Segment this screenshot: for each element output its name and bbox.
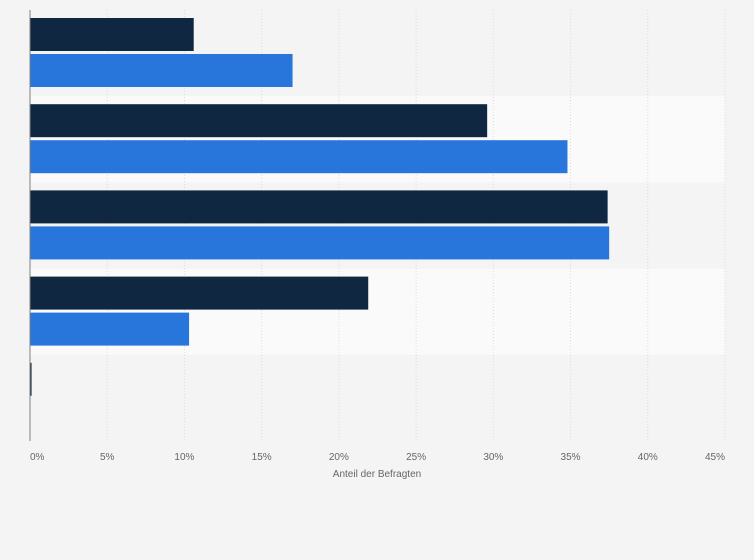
x-axis-ticks: 0% 5% 10% 15% 20% 25% 30% 35% 40% 45% bbox=[30, 452, 725, 463]
bar bbox=[30, 140, 568, 174]
x-tick-label: 10% bbox=[174, 452, 194, 463]
bar bbox=[30, 362, 32, 396]
bar bbox=[30, 104, 488, 138]
bar bbox=[30, 54, 293, 87]
x-tick-label: 20% bbox=[329, 452, 349, 463]
bar bbox=[30, 226, 610, 260]
bar bbox=[30, 312, 190, 346]
bar bbox=[30, 276, 369, 310]
x-tick-label: 45% bbox=[705, 452, 725, 463]
x-tick-label: 30% bbox=[483, 452, 503, 463]
x-tick-label: 35% bbox=[561, 452, 581, 463]
x-tick-label: 5% bbox=[100, 452, 115, 463]
bar bbox=[30, 18, 194, 51]
x-tick-label: 25% bbox=[406, 452, 426, 463]
bars bbox=[30, 18, 610, 396]
x-axis-title: Anteil der Befragten bbox=[333, 469, 421, 480]
x-tick-label: 15% bbox=[252, 452, 272, 463]
x-tick-label: 40% bbox=[638, 452, 658, 463]
bar bbox=[30, 190, 608, 224]
category-bands bbox=[30, 10, 725, 441]
category-band bbox=[30, 354, 725, 441]
x-tick-label: 0% bbox=[30, 452, 45, 463]
